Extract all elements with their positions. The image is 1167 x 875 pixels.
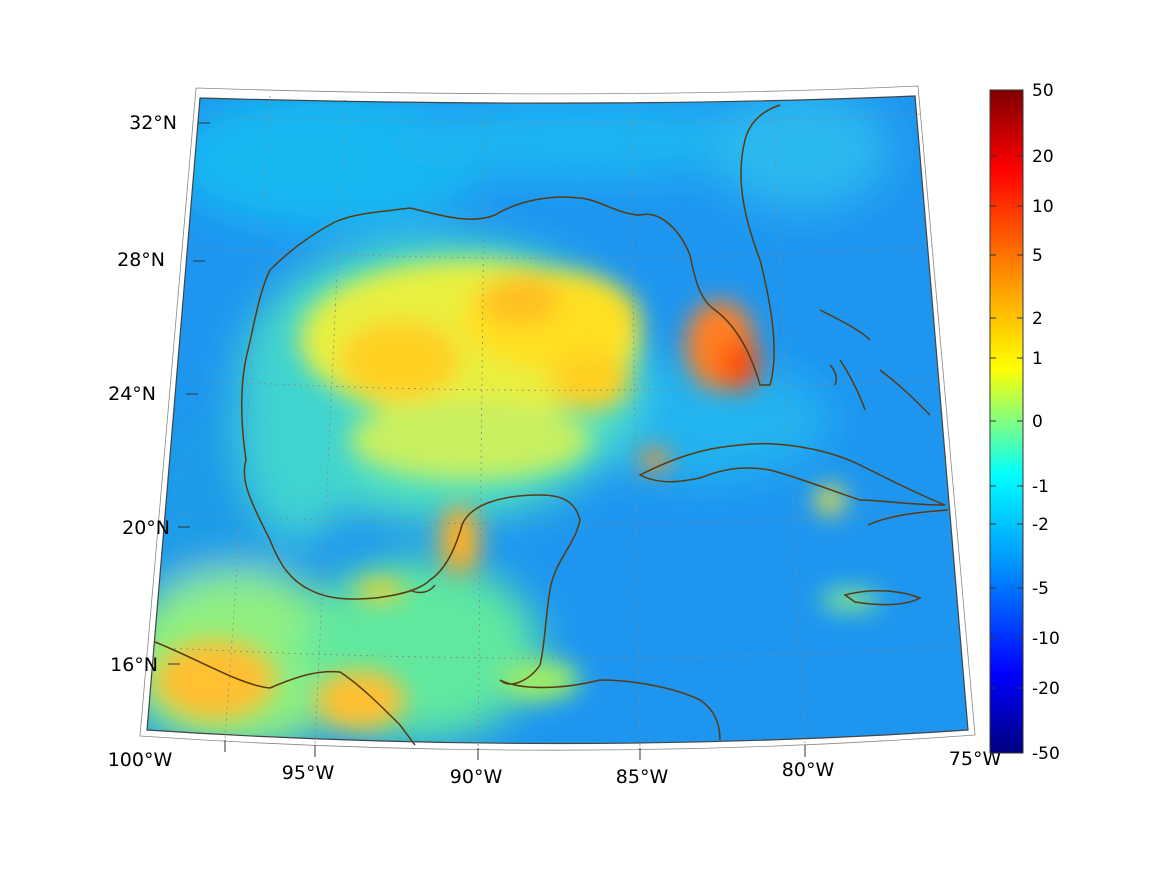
colorbar-tick-label: 50 <box>1032 81 1054 101</box>
colorbar-tick-label: -10 <box>1032 629 1060 649</box>
colorbar-tick-label: 5 <box>1032 246 1043 266</box>
colorbar-tick-label: -5 <box>1032 579 1049 599</box>
lon-labels: 100°W 95°W 90°W 85°W 80°W 75°W <box>108 748 1002 788</box>
lon-label-90: 90°W <box>450 766 503 788</box>
lon-label-100: 100°W <box>108 749 173 771</box>
grid-lines <box>167 95 959 749</box>
lat-label-28: 28°N <box>117 249 165 271</box>
colorbar-tick-label: -50 <box>1032 744 1060 764</box>
data-field <box>147 96 968 744</box>
colorbar-tick-label: 1 <box>1032 349 1043 369</box>
colorbar-tick-label: -1 <box>1032 477 1049 497</box>
lat-labels: 16°N 20°N 24°N 28°N 32°N <box>108 112 177 676</box>
lon-label-95: 95°W <box>282 762 335 784</box>
frame-ticks <box>168 122 806 760</box>
coastlines <box>154 104 949 746</box>
colorbar-tick-label: 10 <box>1032 197 1054 217</box>
lon-label-75: 75°W <box>949 748 1002 770</box>
lat-label-32: 32°N <box>129 112 177 134</box>
map-frame <box>146 95 969 745</box>
lon-label-80: 80°W <box>782 759 835 781</box>
colorbar-tick-label: 2 <box>1032 309 1043 329</box>
colorbar-tick-label: 20 <box>1032 147 1054 167</box>
lat-label-20: 20°N <box>122 517 170 539</box>
colorbar-tick-label: -20 <box>1032 679 1060 699</box>
lat-label-24: 24°N <box>108 383 156 405</box>
lat-label-16: 16°N <box>110 654 158 676</box>
colorbar-tick-label: 0 <box>1032 412 1043 432</box>
lon-label-85: 85°W <box>616 766 669 788</box>
map-outer-frame <box>139 85 976 751</box>
colorbar-tick-label: -2 <box>1032 515 1049 535</box>
